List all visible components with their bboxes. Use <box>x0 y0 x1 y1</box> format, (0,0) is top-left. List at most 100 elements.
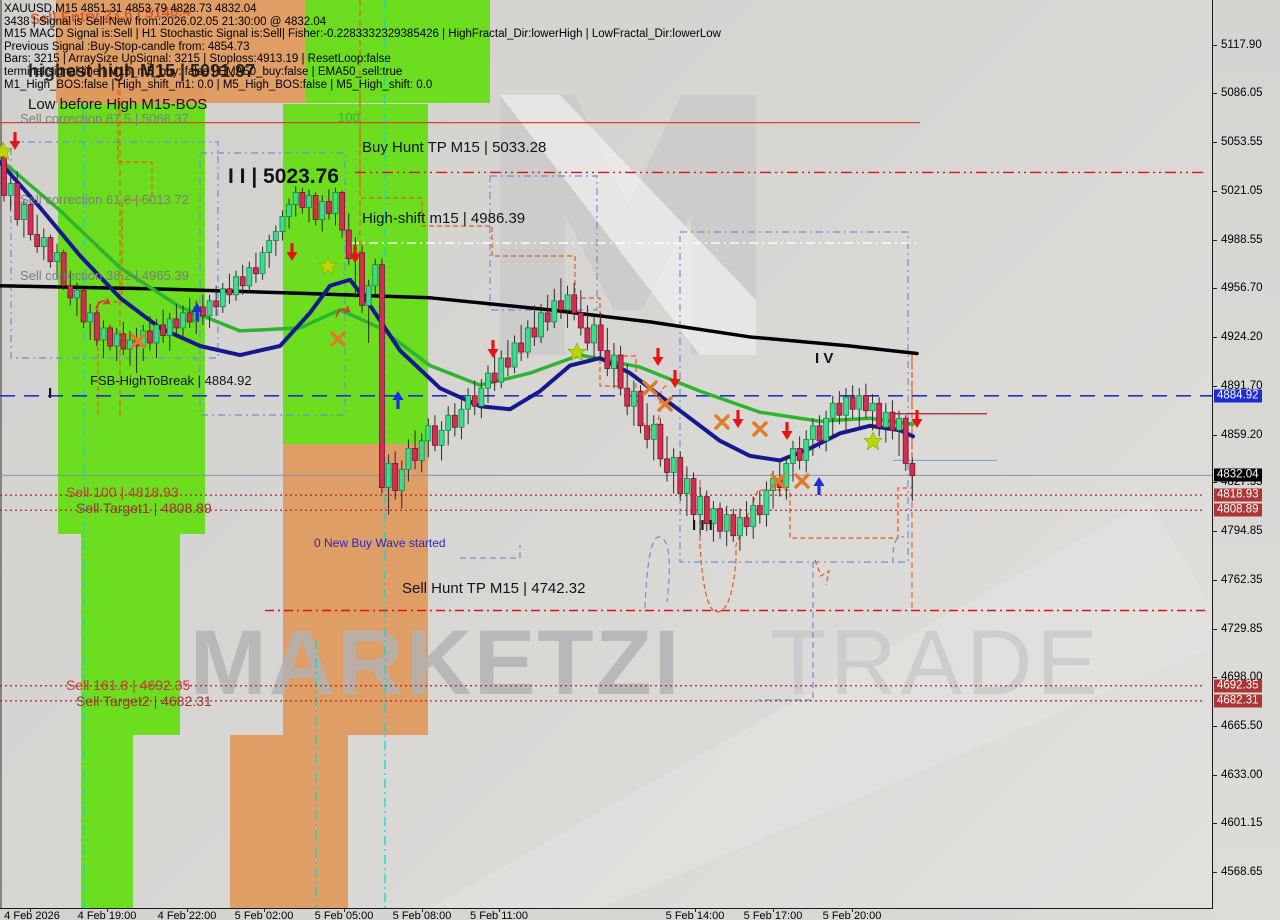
price-tick-mark <box>1213 434 1217 436</box>
candle-up <box>458 408 465 428</box>
sell-arrow-down-marker <box>732 410 744 428</box>
price-tick-label: 4956.70 <box>1221 281 1263 294</box>
candle-up <box>498 357 505 383</box>
candle-down <box>120 333 127 350</box>
candle-up <box>206 300 213 317</box>
candle-down <box>213 300 220 308</box>
candle-up <box>511 342 518 368</box>
candle-up <box>465 395 472 410</box>
candle-up <box>630 390 637 407</box>
time-tick-label: 5 Feb 08:00 <box>392 910 452 920</box>
candle-up <box>100 327 107 341</box>
reversal-hook-marker <box>95 297 111 310</box>
price-axis[interactable]: 5117.90 5086.05 5053.55 5021.05 4988.55 4956.… <box>1213 0 1280 920</box>
price-tick-label: 4988.55 <box>1221 233 1263 246</box>
sell-arrow-down-marker <box>9 132 21 150</box>
exit-cross-marker <box>330 331 346 347</box>
candle-down <box>359 252 365 306</box>
signal-trail-4 <box>699 352 913 613</box>
candle-down <box>531 327 538 338</box>
price-tick-mark <box>1213 141 1217 143</box>
exit-cross-marker <box>794 473 810 489</box>
candle-up <box>266 240 273 254</box>
price-tick-mark <box>1213 239 1217 241</box>
price-tick-mark <box>1213 629 1217 631</box>
candle-up <box>365 285 372 306</box>
ma-fast-line <box>0 160 915 463</box>
price-tick-label: 4891.70 <box>1221 379 1263 392</box>
sell-arrow-down-marker <box>911 410 923 428</box>
candle-down <box>47 237 54 263</box>
candle-up <box>319 201 326 220</box>
candle-up <box>790 447 796 464</box>
candle-up <box>7 182 14 196</box>
candle-up <box>418 440 425 461</box>
exit-cross-marker <box>657 396 673 412</box>
candle-down <box>93 312 100 341</box>
new-buy-wave-label: 0 New Buy Wave started <box>314 536 446 550</box>
candle-down <box>571 294 578 314</box>
candle-down <box>345 229 352 260</box>
candle-up <box>74 289 80 299</box>
candle-down <box>253 267 259 275</box>
sell-1618-label: Sell 161.8 | 4692.35 <box>66 677 191 693</box>
watermark-brand-light: TRADE <box>770 612 1102 714</box>
exit-cross-marker <box>714 414 730 430</box>
candle-down <box>624 387 631 407</box>
zone-path-2 <box>460 545 521 559</box>
price-tick-mark <box>1213 823 1217 825</box>
time-axis[interactable]: 4 Feb 2026 4 Feb 19:00 4 Feb 22:00 5 Feb 02… <box>0 908 1213 920</box>
candle-down <box>677 457 684 494</box>
time-tick-label: 5 Feb 14:00 <box>665 910 725 920</box>
candle-up <box>219 288 226 308</box>
candle-up <box>279 216 286 232</box>
session-band-orange-mid <box>283 444 428 735</box>
buy-star-marker <box>318 256 338 276</box>
fsb-high-to-break-label: FSB-HighToBreak | 4884.92 <box>90 373 252 388</box>
session-band-green-left-mid <box>81 534 180 735</box>
time-tick-mark <box>107 909 108 912</box>
candle-down <box>796 447 803 461</box>
time-tick-mark <box>187 909 188 912</box>
candle-down <box>491 372 498 383</box>
session-band-orange-low <box>230 735 348 908</box>
candle-up <box>611 354 617 369</box>
info-line-4: Previous Signal :Buy-Stop-candle from: 4… <box>4 40 250 53</box>
price-tick-label: 4794.85 <box>1221 525 1263 538</box>
exit-cross-marker <box>770 473 786 489</box>
band-100-label: 100 <box>338 110 360 125</box>
candle-down <box>756 505 763 516</box>
candle-down <box>577 312 584 329</box>
candle-up <box>20 204 27 220</box>
session-band-green-left-low <box>81 735 133 908</box>
candle-up <box>650 423 657 440</box>
ma-mid-line <box>0 157 915 427</box>
wave-iv-label: I V <box>815 350 834 367</box>
buy-star-marker <box>863 431 883 451</box>
candle-down <box>849 396 856 410</box>
candle-down <box>186 312 193 323</box>
candle-up <box>896 417 902 431</box>
candle-up <box>272 231 279 241</box>
chart-area[interactable]: MARKETZI TRADE XAUUSD,M15 4851.31 4853.79… <box>0 0 1213 908</box>
sell-arrow-down-marker <box>652 348 664 366</box>
time-tick-label: 4 Feb 2026 <box>4 910 60 920</box>
candle-up <box>259 252 266 275</box>
signal-trail-5 <box>814 559 830 586</box>
sell-100-label: Sell 100 | 4818.93 <box>66 484 179 500</box>
price-tick-label: 5021.05 <box>1221 184 1263 197</box>
time-tick-mark <box>499 909 500 912</box>
candle-down <box>432 425 438 446</box>
candle-down <box>1 154 7 196</box>
candle-down <box>27 204 34 235</box>
candle-up <box>292 192 299 205</box>
candle-down <box>717 508 723 532</box>
time-tick-label: 5 Feb 11:00 <box>470 910 528 920</box>
candle-down <box>325 201 332 214</box>
info-line-3: M15 MACD Signal is:Sell | H1 Stochastic … <box>4 28 721 41</box>
candle-up <box>564 294 571 311</box>
candle-down <box>617 354 624 389</box>
candle-down <box>657 423 664 460</box>
candle-down <box>637 390 644 427</box>
candle-down <box>690 478 697 516</box>
